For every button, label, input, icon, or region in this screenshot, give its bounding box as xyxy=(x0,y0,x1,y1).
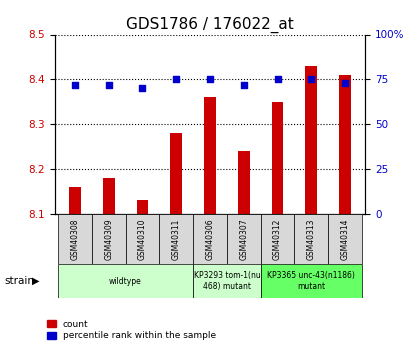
Bar xyxy=(328,214,362,264)
Point xyxy=(207,77,213,82)
Text: GSM40311: GSM40311 xyxy=(172,218,181,259)
Bar xyxy=(238,151,250,214)
Text: GSM40310: GSM40310 xyxy=(138,218,147,260)
Title: GDS1786 / 176022_at: GDS1786 / 176022_at xyxy=(126,17,294,33)
Bar xyxy=(170,133,182,214)
Point xyxy=(240,82,247,88)
Text: GSM40312: GSM40312 xyxy=(273,218,282,259)
Point xyxy=(173,77,180,82)
Text: GSM40314: GSM40314 xyxy=(341,218,349,260)
Text: GSM40313: GSM40313 xyxy=(307,218,316,260)
Bar xyxy=(126,214,159,264)
Point xyxy=(105,82,112,88)
Bar xyxy=(272,102,284,214)
Bar xyxy=(136,200,148,214)
Bar xyxy=(227,214,261,264)
Text: ▶: ▶ xyxy=(32,276,39,286)
Text: GSM40307: GSM40307 xyxy=(239,218,248,260)
Legend: count, percentile rank within the sample: count, percentile rank within the sample xyxy=(47,320,216,341)
Point xyxy=(342,80,349,86)
Bar xyxy=(204,97,216,214)
Bar xyxy=(339,75,351,214)
Bar xyxy=(261,264,362,298)
Bar xyxy=(92,214,126,264)
Bar xyxy=(305,66,317,214)
Text: strain: strain xyxy=(4,276,34,286)
Text: GSM40306: GSM40306 xyxy=(205,218,215,260)
Bar xyxy=(193,264,261,298)
Point xyxy=(139,86,146,91)
Bar xyxy=(294,214,328,264)
Text: GSM40309: GSM40309 xyxy=(104,218,113,260)
Text: wildtype: wildtype xyxy=(109,277,142,286)
Point xyxy=(308,77,315,82)
Bar xyxy=(103,178,115,214)
Text: KP3293 tom-1(nu
468) mutant: KP3293 tom-1(nu 468) mutant xyxy=(194,272,260,291)
Bar xyxy=(159,214,193,264)
Point xyxy=(71,82,78,88)
Text: KP3365 unc-43(n1186)
mutant: KP3365 unc-43(n1186) mutant xyxy=(268,272,355,291)
Bar xyxy=(58,214,92,264)
Bar xyxy=(58,264,193,298)
Bar xyxy=(193,214,227,264)
Point xyxy=(274,77,281,82)
Bar xyxy=(261,214,294,264)
Text: GSM40308: GSM40308 xyxy=(71,218,79,260)
Bar xyxy=(69,187,81,214)
